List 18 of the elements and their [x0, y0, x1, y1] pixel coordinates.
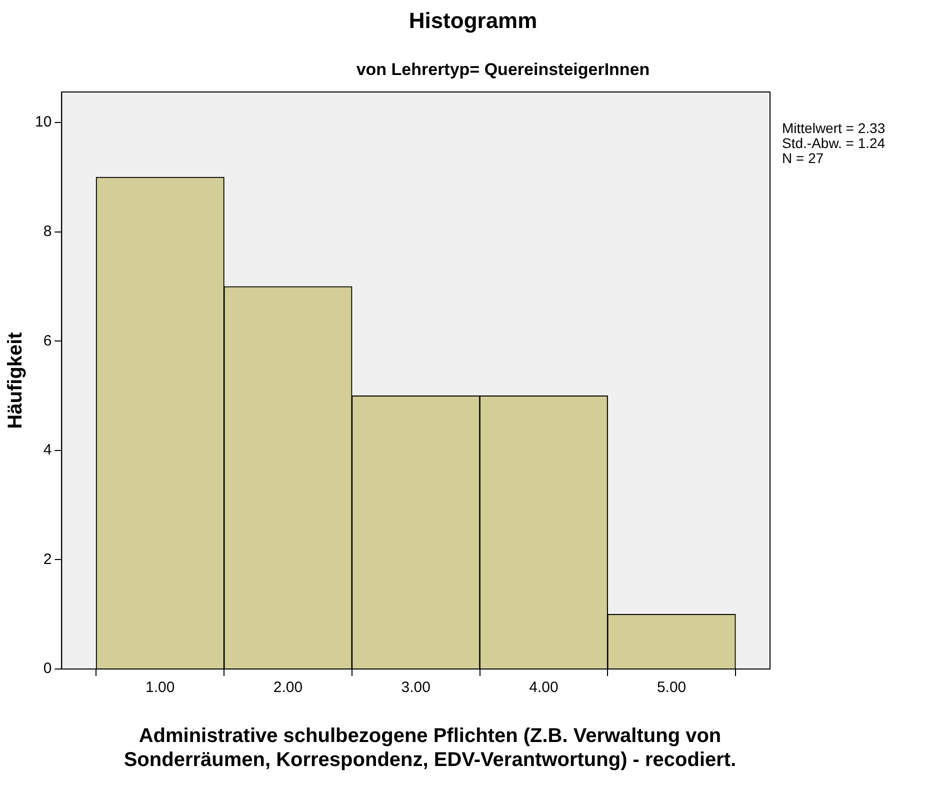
x-axis-title: Administrative schulbezogene Pflichten (Z.B. Verwaltung von Sonderräumen, Korrespondenz, EDV-Verantwortung) - recodiert.: [122, 724, 738, 772]
chart-subtitle: von Lehrertyp= QuereinsteigerInnen: [355, 60, 651, 80]
x-tick-label: 3.00: [401, 679, 430, 696]
y-tick-label: 0: [43, 660, 52, 678]
text: Std.-Abw. = 1.24: [782, 135, 886, 151]
x-tick-label: 1.00: [146, 679, 175, 696]
chart-title: Histogramm: [408, 8, 538, 34]
y-tick-label: 6: [43, 332, 52, 350]
x-tick-label: 2.00: [273, 679, 303, 696]
y-tick-label: 8: [43, 223, 52, 240]
y-tick-label: 4: [43, 442, 52, 459]
text: Mittelwert = 2.33: [782, 120, 886, 136]
x-tick-label: 5.00: [656, 679, 686, 696]
text: N = 27: [782, 150, 825, 166]
y-axis-title: Häufigkeit: [4, 332, 27, 429]
x-tick-label: 4.00: [529, 679, 558, 696]
y-tick-label: 10: [34, 114, 52, 131]
y-tick-label: 2: [43, 550, 52, 568]
